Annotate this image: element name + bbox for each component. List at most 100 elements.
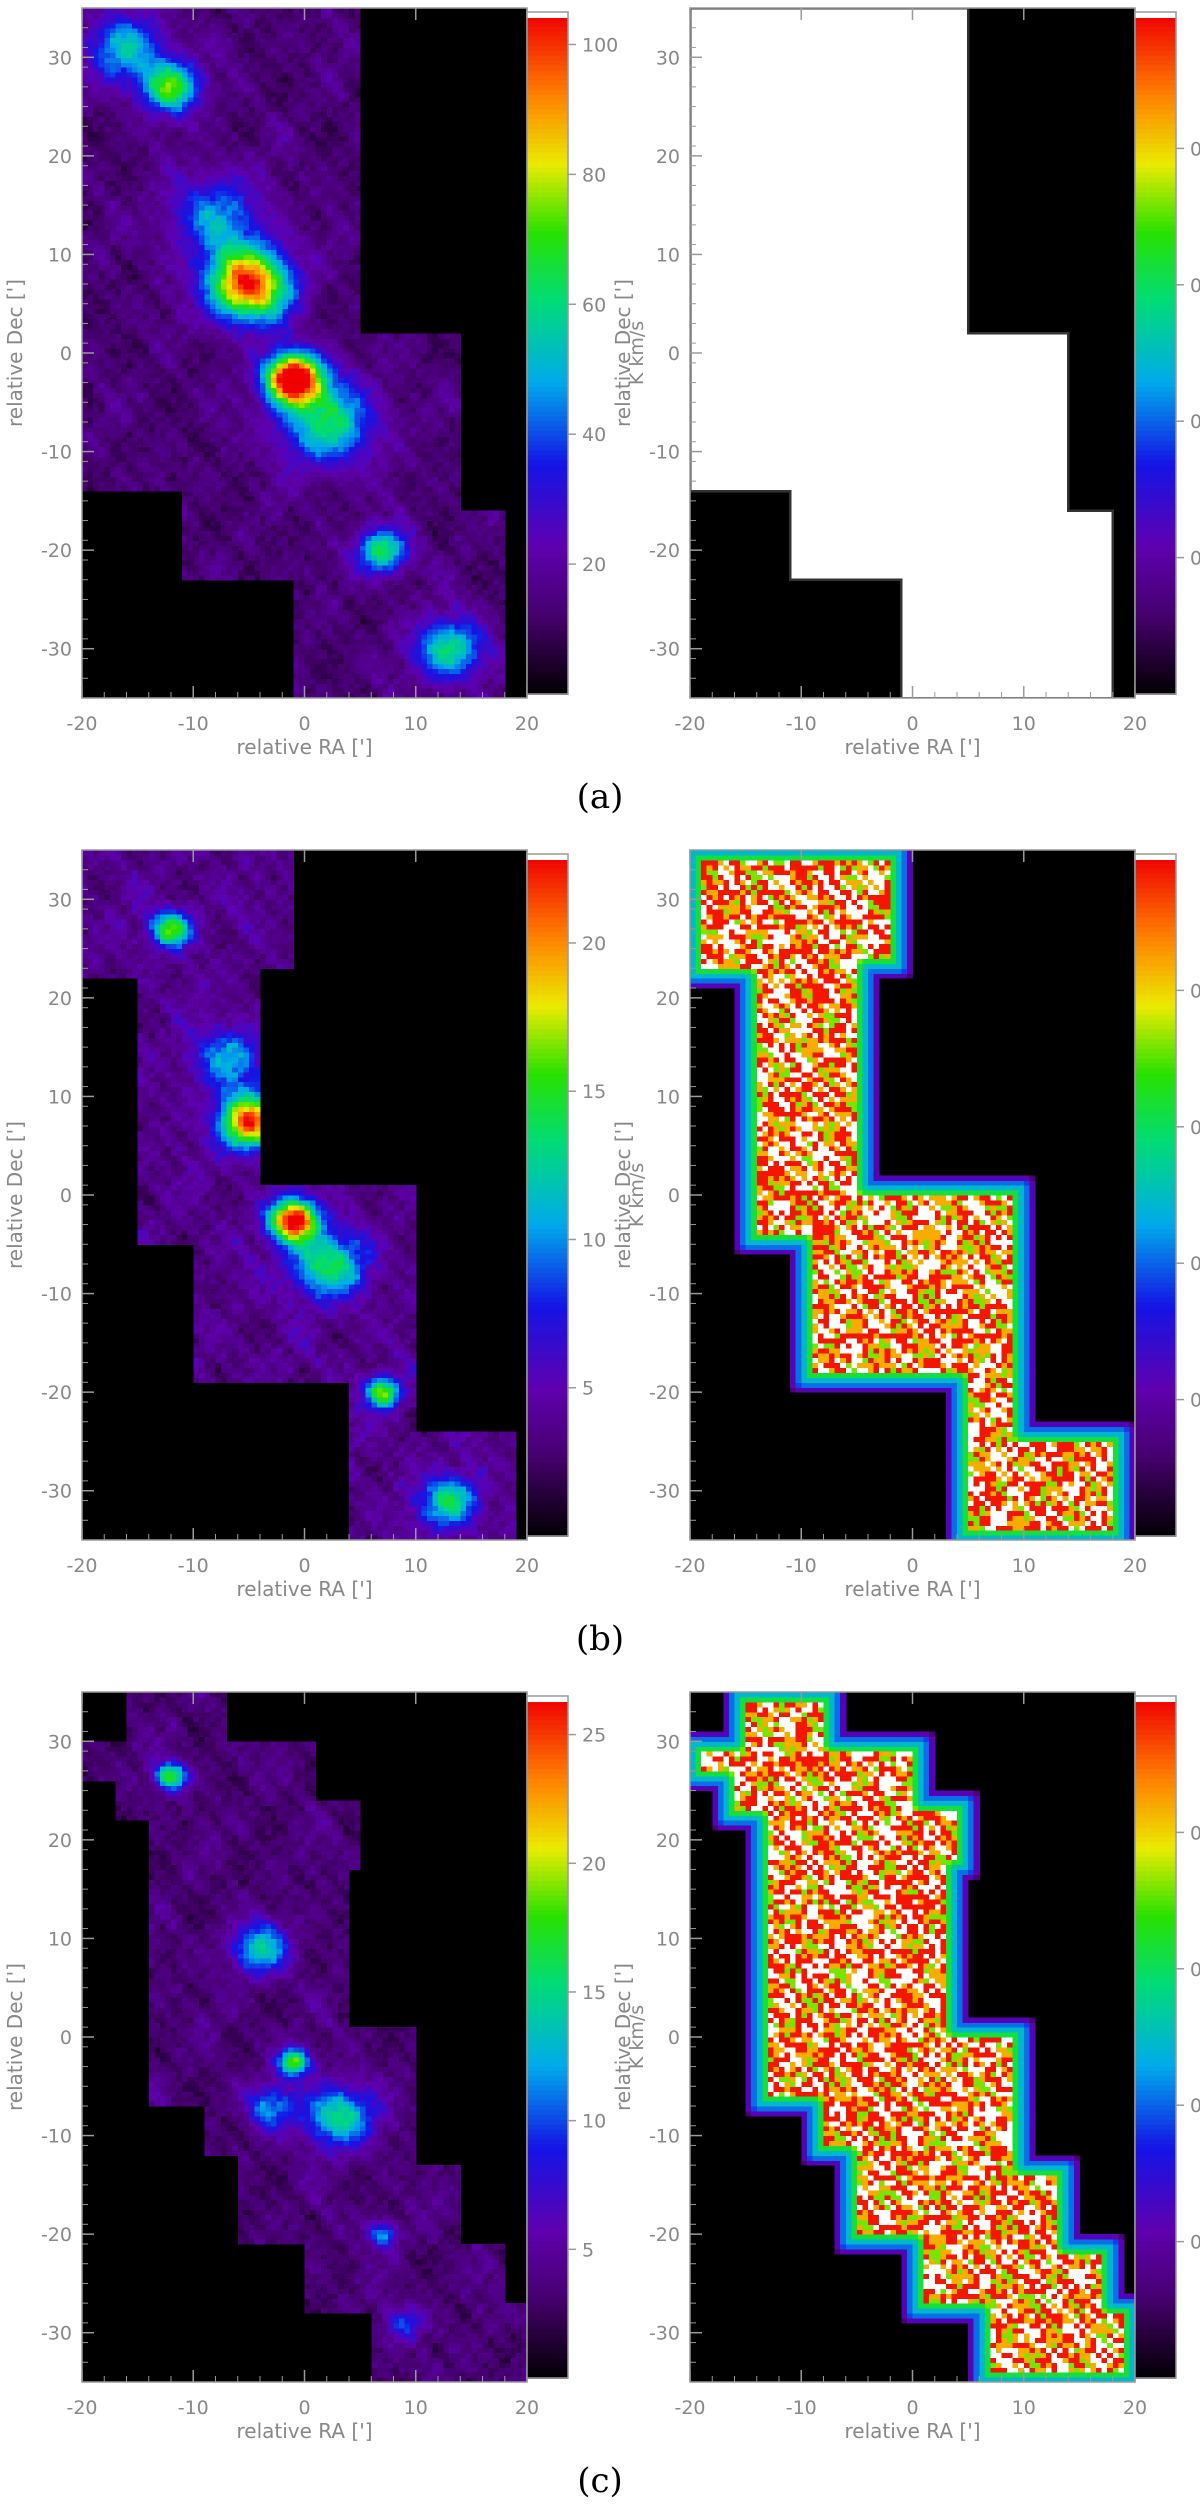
colorbar-segment — [1135, 363, 1176, 369]
colorbar-segment — [527, 1015, 568, 1021]
colorbar-segment — [1135, 986, 1176, 992]
colorbar-segment — [527, 1910, 568, 1916]
colorbar-segment — [527, 1190, 568, 1196]
colorbar-segment — [1135, 41, 1176, 47]
colorbar-segment — [1135, 1059, 1176, 1065]
colorbar-segment — [527, 1395, 568, 1401]
colorbar-overflow — [527, 12, 568, 18]
colorbar-segment — [527, 908, 568, 914]
colorbar-segment — [527, 956, 568, 962]
colorbar-segment — [1135, 1370, 1176, 1376]
colorbar-segment — [527, 1808, 568, 1814]
colorbar-segment — [527, 990, 568, 996]
colorbar-segment — [527, 1083, 568, 1089]
colorbar-segment — [527, 2349, 568, 2355]
colorbar-segment — [527, 1852, 568, 1858]
colorbar-segment — [527, 1088, 568, 1094]
colorbar-segment — [1135, 1205, 1176, 1211]
y-tick-label: 0 — [668, 1185, 680, 1207]
colorbar-segment — [1135, 1336, 1176, 1342]
colorbar-segment — [527, 1380, 568, 1386]
colorbar-segment — [527, 1137, 568, 1143]
colorbar-segment — [527, 319, 568, 325]
colorbar-segment — [527, 1404, 568, 1410]
colorbar-segment — [527, 1063, 568, 1069]
colorbar-segment — [527, 251, 568, 257]
colorbar-segment — [1135, 290, 1176, 296]
colorbar-segment — [1135, 1283, 1176, 1289]
x-tick-label: 20 — [515, 713, 539, 735]
colorbar-segment — [1135, 1940, 1176, 1946]
colorbar-segment — [1135, 675, 1176, 681]
colorbar-segment — [1135, 1107, 1176, 1113]
colorbar-segment — [1135, 22, 1176, 28]
x-tick-label: 20 — [515, 2397, 539, 2419]
colorbar-segment — [1135, 1141, 1176, 1147]
colorbar-segment — [1135, 1881, 1176, 1887]
y-tick-label: -30 — [41, 1481, 72, 1503]
colorbar-segment — [527, 70, 568, 76]
colorbar-segment — [527, 265, 568, 271]
colorbar-segment — [1135, 1098, 1176, 1104]
colorbar-segment — [1135, 2354, 1176, 2360]
colorbar-segment — [527, 1020, 568, 1026]
colorbar: 0.20.40.60.8Weight — [1135, 12, 1200, 695]
colorbar-segment — [1135, 265, 1176, 271]
colorbar-segment — [1135, 377, 1176, 383]
colorbar-segment — [527, 1979, 568, 1985]
colorbar-segment — [527, 1141, 568, 1147]
colorbar-segment — [1135, 1195, 1176, 1201]
colorbar-segment — [1135, 1983, 1176, 1989]
colorbar-segment — [1135, 2105, 1176, 2111]
colorbar-segment — [1135, 1876, 1176, 1882]
colorbar-segment — [1135, 1750, 1176, 1756]
colorbar-segment — [1135, 2271, 1176, 2277]
x-tick-label: 10 — [404, 713, 428, 735]
colorbar-segment — [527, 533, 568, 539]
colorbar-segment — [1135, 640, 1176, 646]
colorbar-segment — [527, 2008, 568, 2014]
colorbar-segment — [527, 2227, 568, 2233]
colorbar-segment — [1135, 1720, 1176, 1726]
colorbar-segment — [1135, 90, 1176, 96]
colorbar-segment — [1135, 275, 1176, 281]
colorbar-segment — [1135, 961, 1176, 967]
colorbar-segment — [1135, 187, 1176, 193]
colorbar-segment — [527, 1453, 568, 1459]
colorbar-segment — [1135, 1385, 1176, 1391]
y-tick-label: -20 — [41, 540, 72, 562]
colorbar-segment — [527, 538, 568, 544]
colorbar-segment — [1135, 558, 1176, 564]
colorbar-segment — [1135, 470, 1176, 476]
colorbar-segment — [1135, 888, 1176, 894]
colorbar-segment — [527, 1214, 568, 1220]
colorbar-segment — [527, 2071, 568, 2077]
colorbar-segment — [1135, 2310, 1176, 2316]
colorbar-segment — [527, 2134, 568, 2140]
colorbar-segment — [527, 1886, 568, 1892]
colorbar-segment — [527, 256, 568, 262]
colorbar-segment — [527, 1915, 568, 1921]
colorbar-segment — [1135, 1847, 1176, 1853]
colorbar-segment — [1135, 1137, 1176, 1143]
colorbar-segment — [527, 524, 568, 530]
colorbar-segment — [1135, 2334, 1176, 2340]
colorbar-segment — [1135, 450, 1176, 456]
colorbar-segment — [1135, 1463, 1176, 1469]
colorbar-segment — [1135, 1517, 1176, 1523]
colorbar-segment — [527, 1341, 568, 1347]
colorbar-segment — [1135, 679, 1176, 685]
colorbar-tick-label: 20 — [582, 933, 606, 955]
colorbar-segment — [1135, 178, 1176, 184]
colorbar-segment — [1135, 2169, 1176, 2175]
colorbar-segment — [1135, 2100, 1176, 2106]
colorbar-segment — [527, 1322, 568, 1328]
x-tick-label: -10 — [178, 713, 209, 735]
colorbar-segment — [527, 1414, 568, 1420]
colorbar-segment — [527, 411, 568, 417]
colorbar-segment — [1135, 1754, 1176, 1760]
colorbar-segment — [527, 1492, 568, 1498]
colorbar-segment — [1135, 1039, 1176, 1045]
colorbar-segment — [1135, 1803, 1176, 1809]
colorbar-segment — [1135, 942, 1176, 948]
